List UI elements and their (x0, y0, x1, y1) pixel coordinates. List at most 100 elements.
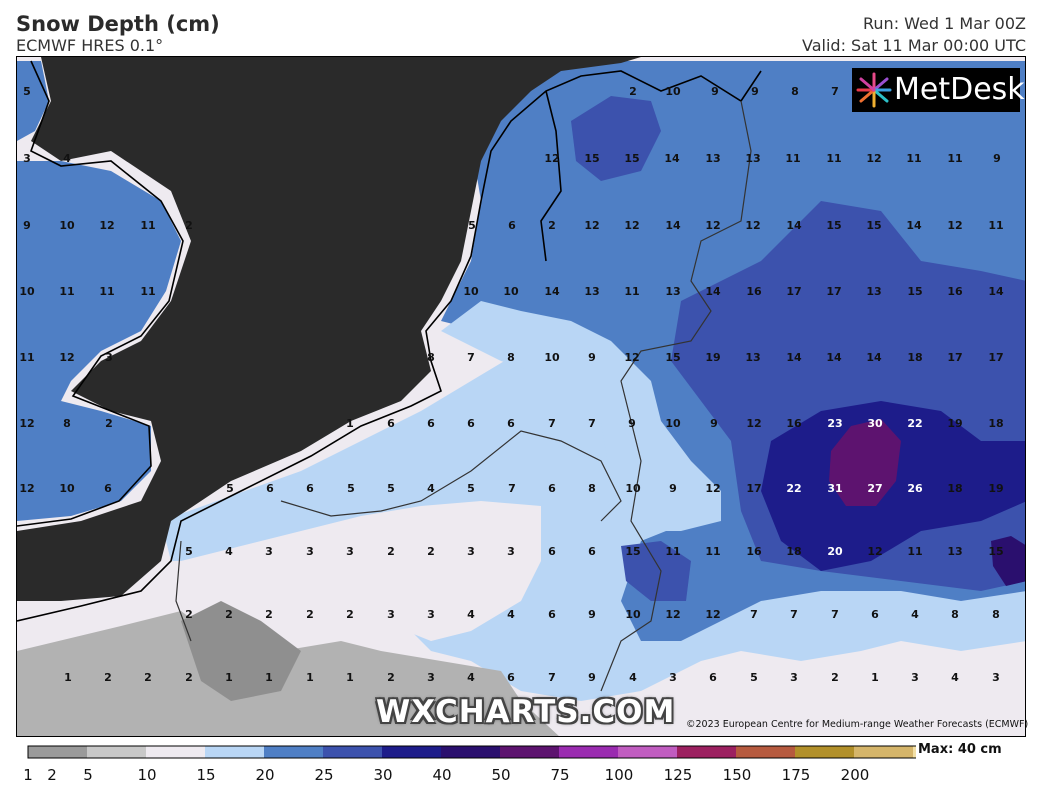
legend-tick-label: 10 (137, 766, 156, 784)
snow-depth-value: 9 (993, 152, 1001, 165)
legend-swatch (795, 746, 854, 758)
snow-depth-value: 5 (185, 545, 193, 558)
snow-depth-value: 11 (99, 285, 114, 298)
snow-depth-value: 15 (584, 152, 599, 165)
snow-depth-value: 12 (584, 219, 599, 232)
snow-depth-value: 4 (507, 608, 515, 621)
snow-depth-value: 3 (427, 671, 435, 684)
snow-depth-value: 11 (140, 285, 155, 298)
legend-tick-label: 150 (723, 766, 752, 784)
snow-depth-value: 2 (427, 545, 435, 558)
snow-depth-value: 22 (786, 482, 801, 495)
snow-depth-value: 6 (507, 417, 515, 430)
snow-depth-value: 1 (346, 671, 354, 684)
snow-depth-value: 12 (867, 545, 882, 558)
run-time: Run: Wed 1 Mar 00Z (863, 14, 1026, 33)
snow-depth-value: 1 (225, 671, 233, 684)
map-canvas: 5 2 10 9 9 8 73 4 12 15 15 14 13 13 11 11 12 11 11 99 10 12 11… (17, 57, 1025, 736)
snow-depth-value: 9 (711, 85, 719, 98)
snow-depth-value: 6 (427, 417, 435, 430)
snow-depth-value: 16 (947, 285, 963, 298)
snow-depth-map[interactable]: 5 2 10 9 9 8 7 3 4 12 15 15 14 13 13 11 11 12 11 11 9 9 10 12 11… (16, 56, 1026, 737)
snow-depth-value: 10 (463, 285, 479, 298)
legend-tick-label: 125 (664, 766, 693, 784)
snow-depth-value: 7 (790, 608, 798, 621)
snow-depth-value: 6 (306, 482, 314, 495)
snow-depth-value: 4 (467, 608, 475, 621)
snow-depth-value: 13 (745, 351, 760, 364)
depth-zone-15-20-north (571, 96, 661, 181)
snow-depth-value: 6 (508, 219, 516, 232)
snow-depth-value: 6 (548, 545, 556, 558)
copyright-notice: ©2023 European Centre for Medium-range W… (686, 719, 1029, 730)
snow-depth-value: 2 (185, 219, 193, 232)
depth-zone-grey-dark (181, 601, 301, 701)
snow-depth-value: 10 (665, 85, 681, 98)
snow-depth-value: 12 (624, 219, 639, 232)
colour-scale-legend: 1 2 5 10 15 20 25 30 40 50 75 100 125 150 175 200 (16, 744, 1013, 800)
snow-depth-value: 2 (104, 671, 112, 684)
snow-depth-value: 9 (23, 219, 31, 232)
snow-depth-value: 6 (709, 671, 717, 684)
snow-depth-value: 6 (507, 671, 515, 684)
legend-swatch (28, 746, 87, 758)
snow-depth-value: 14 (664, 152, 680, 165)
legend-tick-label: 15 (196, 766, 215, 784)
snow-depth-value: 3 (23, 152, 31, 165)
snow-depth-value: 8 (992, 608, 1000, 621)
snow-depth-value: 20 (827, 545, 843, 558)
snow-depth-value: 26 (907, 482, 923, 495)
snow-depth-value: 19 (705, 351, 720, 364)
snow-depth-value: 3 (105, 351, 113, 364)
snow-depth-value: 4 (629, 671, 637, 684)
snow-depth-value: 18 (786, 545, 801, 558)
snow-depth-value: 8 (588, 482, 596, 495)
snow-depth-value: 8 (427, 351, 435, 364)
snow-depth-value: 11 (705, 545, 720, 558)
snow-depth-value: 12 (705, 482, 720, 495)
snow-depth-value: 11 (906, 152, 921, 165)
snow-depth-value: 5 (347, 482, 355, 495)
snow-depth-value: 4 (427, 482, 435, 495)
snow-depth-value: 12 (19, 417, 34, 430)
legend-swatch (854, 746, 913, 758)
snow-depth-value: 2 (346, 608, 354, 621)
depth-zone-5-10-nl (441, 301, 721, 531)
snow-depth-value: 8 (507, 351, 515, 364)
snow-depth-value: 4 (951, 671, 959, 684)
legend-tick-label: 25 (314, 766, 333, 784)
snow-depth-value: 2 (185, 671, 193, 684)
snow-depth-value: 5 (468, 219, 476, 232)
snow-depth-value: 16 (746, 285, 762, 298)
legend-tick-label: 75 (550, 766, 569, 784)
max-value-label: Max: 40 cm (918, 742, 1002, 757)
metdesk-logo: MetDesk (852, 68, 1025, 112)
snow-depth-value: 15 (988, 545, 1003, 558)
snow-depth-value: 1 (306, 671, 314, 684)
snow-depth-value: 3 (669, 671, 677, 684)
snow-depth-value: 23 (827, 417, 842, 430)
snow-depth-value: 3 (992, 671, 1000, 684)
snow-depth-value: 1 (871, 671, 879, 684)
legend-tick-label: 30 (373, 766, 392, 784)
snow-depth-value: 6 (588, 545, 596, 558)
snow-depth-value: 14 (665, 219, 681, 232)
snow-depth-value: 3 (790, 671, 798, 684)
snow-depth-value: 5 (387, 482, 395, 495)
snow-depth-value: 7 (548, 417, 556, 430)
snow-depth-value: 8 (791, 85, 799, 98)
snow-depth-value: 6 (387, 417, 395, 430)
snow-depth-value: 7 (588, 417, 596, 430)
snow-depth-value: 11 (785, 152, 800, 165)
snow-depth-value: 3 (427, 608, 435, 621)
snow-depth-value: 12 (705, 219, 720, 232)
snow-depth-value: 2 (225, 608, 233, 621)
snow-depth-value: 11 (140, 219, 155, 232)
snow-depth-value: 2 (306, 608, 314, 621)
snow-depth-value: 16 (786, 417, 802, 430)
snow-depth-value: 15 (625, 545, 640, 558)
snow-depth-value: 9 (588, 608, 596, 621)
snow-depth-value: 10 (544, 351, 560, 364)
snow-depth-value: 14 (544, 285, 560, 298)
snow-depth-value: 1 (265, 671, 273, 684)
